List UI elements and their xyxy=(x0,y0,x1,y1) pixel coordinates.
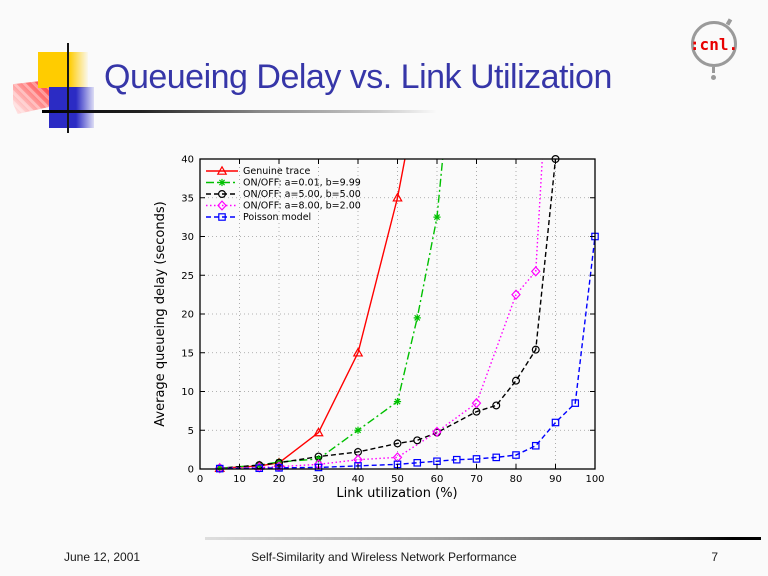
footer-page-number: 7 xyxy=(711,550,718,564)
svg-text:20: 20 xyxy=(273,474,286,485)
footer-date: June 12, 2001 xyxy=(64,550,141,564)
chart-tick-labels: 0 10 20 30 40 50 60 70 80 90 100 0 5 10 15 20 25 30 35 40 xyxy=(181,155,604,486)
decor-yellow-square xyxy=(38,52,88,88)
logo-stem xyxy=(712,67,715,73)
svg-text:30: 30 xyxy=(181,232,194,243)
svg-text:25: 25 xyxy=(181,271,194,282)
decor-blue-square xyxy=(49,87,94,128)
svg-text:0: 0 xyxy=(188,465,194,476)
svg-text:Poisson model: Poisson model xyxy=(243,212,311,223)
svg-text:60: 60 xyxy=(431,474,444,485)
svg-text:30: 30 xyxy=(312,474,325,485)
svg-text:ON/OFF: a=0.01, b=9.99: ON/OFF: a=0.01, b=9.99 xyxy=(243,178,361,189)
footer-divider xyxy=(205,537,761,540)
logo-dot xyxy=(711,75,716,80)
svg-text:35: 35 xyxy=(181,193,194,204)
queueing-delay-chart: 0 10 20 30 40 50 60 70 80 90 100 0 5 10 15 20 25 30 35 40 G… xyxy=(150,138,620,510)
svg-text:20: 20 xyxy=(181,310,194,321)
svg-text:40: 40 xyxy=(181,155,194,166)
footer-title: Self-Similarity and Wireless Network Per… xyxy=(251,550,517,564)
svg-text:90: 90 xyxy=(549,474,562,485)
logo-text: :cnl. xyxy=(689,34,739,54)
x-axis-label: Link utilization (%) xyxy=(336,486,457,501)
svg-text:70: 70 xyxy=(470,474,483,485)
y-axis-label: Average queueing delay (seconds) xyxy=(153,201,168,426)
chart-markers xyxy=(214,155,599,474)
svg-text:ON/OFF: a=8.00, b=2.00: ON/OFF: a=8.00, b=2.00 xyxy=(243,201,361,212)
svg-text:5: 5 xyxy=(188,426,194,437)
cnl-logo: :cnl. xyxy=(689,18,743,83)
svg-text:Genuine trace: Genuine trace xyxy=(243,166,310,177)
svg-text:40: 40 xyxy=(352,474,365,485)
svg-text:0: 0 xyxy=(197,474,203,485)
title-underline xyxy=(42,110,437,113)
chart-ticks xyxy=(199,158,596,470)
svg-text:15: 15 xyxy=(181,348,194,359)
svg-text:10: 10 xyxy=(181,387,194,398)
decor-vertical-line xyxy=(67,43,69,133)
slide-title: Queueing Delay vs. Link Utilization xyxy=(104,58,612,96)
svg-text:100: 100 xyxy=(585,474,604,485)
svg-text:ON/OFF: a=5.00, b=5.00: ON/OFF: a=5.00, b=5.00 xyxy=(243,189,361,200)
svg-text:80: 80 xyxy=(510,474,523,485)
svg-text:10: 10 xyxy=(233,474,246,485)
logo-circle-icon: :cnl. xyxy=(689,21,739,67)
svg-text:50: 50 xyxy=(391,474,404,485)
